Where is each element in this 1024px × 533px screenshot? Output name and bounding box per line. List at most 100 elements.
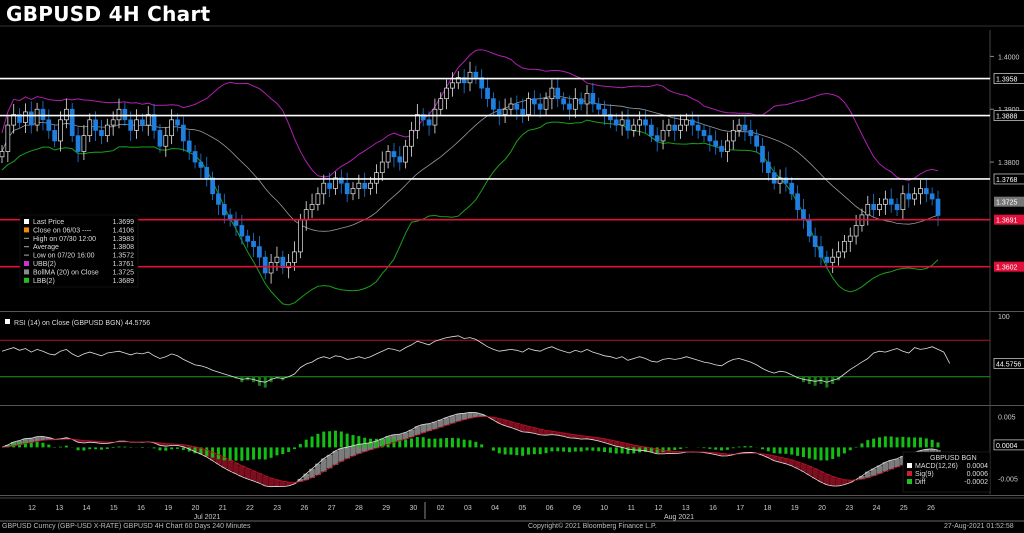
price-legend-label: Low on 07/20 16:00 (33, 253, 95, 260)
x-tick-label: 11 (628, 505, 635, 512)
x-tick-label: 19 (164, 505, 172, 512)
candle-body (385, 151, 391, 163)
candle-body (496, 108, 502, 115)
candle-body (613, 119, 619, 126)
candle-body (110, 119, 116, 126)
candle-body (561, 98, 566, 105)
level-badge-bg (994, 214, 1024, 225)
macd-badge (993, 439, 1024, 451)
candle-body (578, 98, 584, 105)
candle-body (362, 182, 368, 189)
x-tick-label: 04 (491, 505, 499, 512)
candle-body (63, 108, 69, 121)
candle-body (333, 177, 338, 189)
candle-body (485, 87, 490, 100)
x-tick-label: 25 (900, 505, 908, 512)
candle-body (935, 198, 941, 216)
candle-body (648, 124, 654, 137)
candle-body (508, 103, 514, 110)
macd-legend-label: Sig(9) (915, 471, 934, 478)
candle-body (104, 124, 110, 137)
x-tick-label: 23 (845, 505, 853, 512)
macd-signal-line (1, 416, 939, 483)
footer: GBPUSD Curncy (GBP-USD X-RATE) GBPUSD 4H… (0, 522, 1024, 533)
price-panel: 1.40001.39001.38001.39581.38881.37681.36… (0, 49, 1024, 306)
price-badge (994, 196, 1024, 207)
candle-body (46, 119, 52, 131)
price-legend-value: 1.4106 (113, 227, 135, 234)
candle-body (40, 108, 46, 121)
price-legend-label: Average (33, 244, 59, 251)
level-badge: 1.3691 (994, 214, 1024, 225)
candle-body (637, 119, 643, 126)
candle-body (789, 182, 795, 195)
rsi-tick-label: 100 (998, 314, 1010, 321)
x-tick-label: 21 (219, 505, 227, 512)
month-label: Jul 2021 (194, 514, 221, 521)
candle-body (321, 182, 327, 195)
level-badge-bg (993, 173, 1024, 185)
candle-body (871, 203, 877, 210)
candle-body (760, 145, 765, 163)
macd-legend-bg (902, 451, 991, 493)
x-tick-label: 17 (736, 505, 744, 512)
candle-body (754, 135, 760, 147)
candle-body (356, 182, 362, 189)
macd-legend-value: 0.0004 (967, 463, 989, 470)
candle-body (0, 151, 5, 158)
candle-body (514, 103, 520, 110)
candle-body (34, 108, 40, 126)
candle-body (251, 240, 256, 247)
candle-body (608, 114, 613, 121)
candle-body (426, 119, 432, 126)
candle-body (502, 108, 508, 115)
footer-copyright: Copyright© 2021 Bloomberg Finance L.P. (528, 523, 657, 530)
candle-body (684, 119, 689, 126)
level-badge-label: 1.3602 (996, 265, 1018, 272)
candle-body (491, 98, 496, 110)
price-legend-swatch (24, 219, 29, 224)
candle-body (262, 256, 268, 274)
candle-body (923, 188, 929, 195)
candle-body (847, 235, 853, 242)
x-tick-label: 29 (382, 505, 390, 512)
candle-body (28, 111, 34, 126)
x-tick-label: 09 (573, 505, 581, 512)
candle-body (420, 114, 426, 121)
candle-body (210, 177, 215, 195)
candle-body (806, 219, 812, 237)
level-badge-label: 1.3768 (996, 177, 1018, 184)
candle-body (678, 124, 683, 131)
level-badge-bg (993, 73, 1024, 84)
x-tick-label: 26 (301, 505, 309, 512)
macd-legend-value: 0.0006 (967, 471, 989, 478)
rsi-line (1, 335, 951, 383)
candle-body (882, 198, 888, 205)
candle-body (239, 225, 245, 237)
level-badge-bg (994, 261, 1024, 272)
candle-body (771, 172, 777, 184)
candle-body (625, 119, 631, 131)
candle-body (853, 225, 859, 237)
candle-body (567, 103, 572, 110)
candle-body (643, 119, 648, 126)
candle-body (327, 182, 332, 189)
price-legend-label: Last Price (33, 219, 64, 226)
candle-body (75, 135, 81, 152)
candle-body (198, 161, 204, 168)
candle-body (748, 130, 754, 137)
x-tick-label: 19 (791, 505, 799, 512)
candle-body (163, 135, 169, 147)
candle-body (900, 193, 906, 210)
level-badge-label: 1.3888 (996, 114, 1018, 121)
candle-body (11, 114, 17, 126)
candle-body (836, 251, 841, 258)
price-legend-value: 1.3689 (113, 278, 135, 285)
x-tick-label: 12 (655, 505, 663, 512)
candle-body (742, 124, 748, 131)
chart-canvas: 1.40001.39001.38001.39581.38881.37681.36… (0, 25, 1024, 522)
candle-body (801, 209, 806, 221)
candle-body (894, 203, 900, 210)
candle-body (432, 108, 438, 126)
x-tick-label: 10 (600, 505, 608, 512)
